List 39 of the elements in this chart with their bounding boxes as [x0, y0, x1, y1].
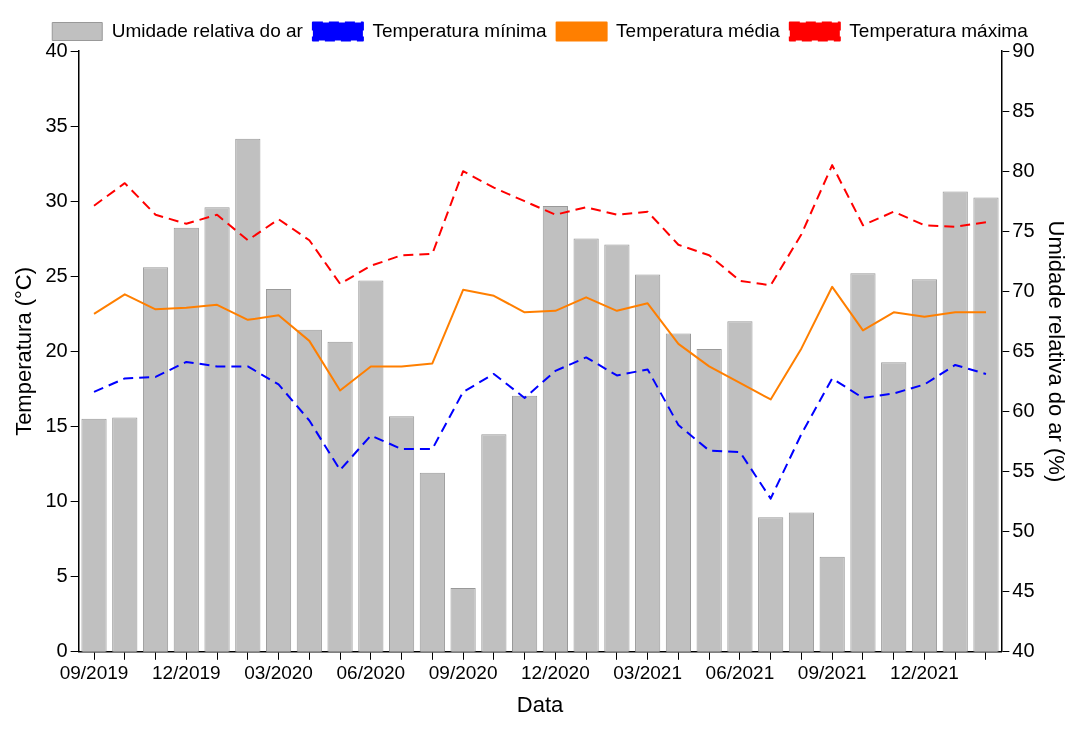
y-tick-label: 0 [56, 639, 68, 662]
x-tick-label: 06/2021 [705, 662, 775, 684]
legend-label: Temperatura máxima [849, 19, 1029, 41]
y2-tick-label: 40 [1012, 639, 1035, 662]
y2-tick-label: 65 [1012, 338, 1035, 361]
x-axis-title: Data [516, 691, 564, 717]
y2-tick-label: 45 [1012, 579, 1035, 602]
x-tick-label: 09/2020 [428, 662, 498, 684]
x-tick-label: 03/2020 [244, 662, 313, 684]
x-tick-label: 09/2021 [797, 662, 867, 684]
y-tick-label: 40 [45, 38, 68, 61]
y-tick-label: 10 [45, 489, 68, 512]
x-tick-label: 12/2021 [890, 662, 959, 684]
y2-tick-label: 50 [1012, 519, 1035, 542]
y2-tick-label: 75 [1012, 218, 1035, 241]
x-tick-label: 06/2020 [336, 662, 406, 684]
y2-axis-title: Umidade relativa do ar (%) [1043, 220, 1069, 483]
line-series [93, 356, 987, 500]
legend-label: Temperatura média [616, 19, 781, 41]
y-tick-label: 5 [56, 564, 68, 587]
x-tick-label: 12/2019 [151, 662, 221, 684]
x-tick-label: 09/2019 [59, 662, 129, 684]
y2-tick-label: 60 [1012, 399, 1035, 421]
y-axis-title: Temperatura (°C) [11, 266, 37, 436]
x-tick-label: 03/2021 [613, 662, 682, 684]
y2-tick-label: 70 [1012, 278, 1035, 301]
y2-tick-label: 90 [1012, 38, 1035, 61]
y-tick-label: 25 [45, 263, 68, 286]
line-series [93, 164, 987, 287]
y2-tick-label: 55 [1012, 459, 1035, 482]
y-tick-label: 20 [45, 338, 68, 361]
y-tick-label: 30 [45, 188, 68, 211]
x-tick-label: 12/2020 [521, 662, 590, 684]
y2-tick-label: 85 [1012, 98, 1035, 121]
legend-label: Umidade relativa do ar [111, 19, 304, 41]
y-tick-label: 35 [45, 113, 68, 136]
y2-tick-label: 80 [1012, 158, 1035, 181]
legend-label: Temperatura mínima [372, 19, 548, 41]
y-tick-label: 15 [45, 414, 68, 437]
